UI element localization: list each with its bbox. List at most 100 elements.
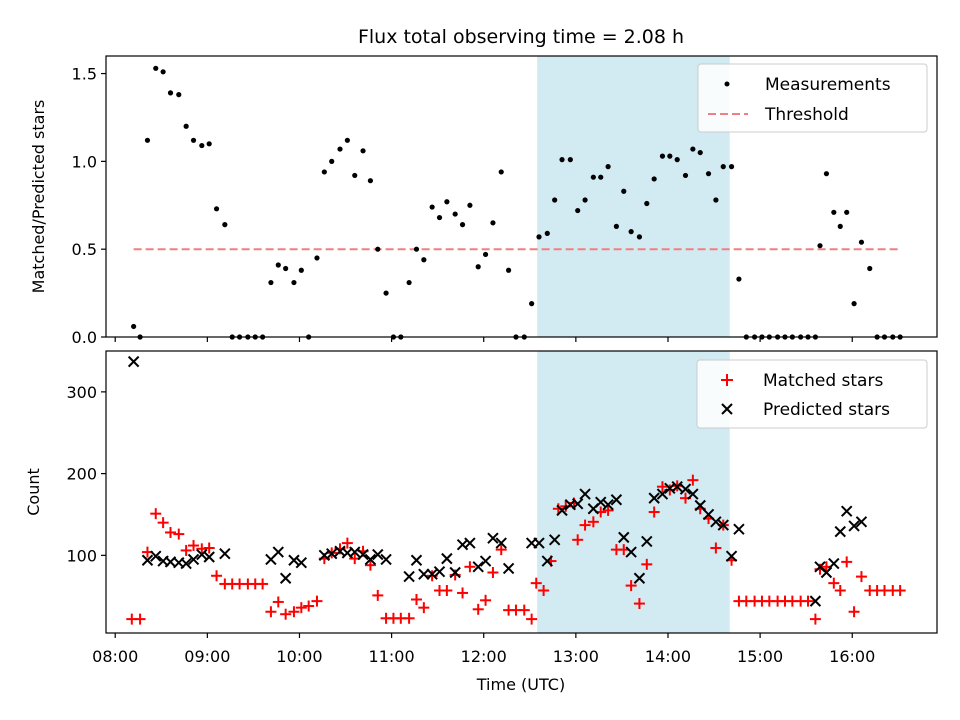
predicted-star-point xyxy=(141,554,154,566)
predicted-star-point xyxy=(349,546,361,558)
matched-star-point xyxy=(157,517,169,529)
predicted-star-point xyxy=(834,525,846,538)
predicted-star-point xyxy=(820,566,833,579)
predicted-star-point xyxy=(679,483,692,495)
matched-star-point xyxy=(257,578,269,590)
predicted-star-point xyxy=(127,355,140,368)
measurement-point xyxy=(575,207,581,214)
predicted-star-point xyxy=(279,572,292,584)
predicted-star-point xyxy=(710,516,722,528)
matched-star-point xyxy=(472,603,484,615)
bottom-y-ticks: 100 200 300 xyxy=(66,383,106,565)
matched-star-point xyxy=(894,584,906,596)
predicted-star-point xyxy=(495,537,507,549)
measurement-point xyxy=(352,172,358,179)
matched-star-point xyxy=(341,537,353,549)
predicted-star-point xyxy=(426,568,438,580)
matched-star-point xyxy=(418,602,430,614)
legend-threshold-label: Threshold xyxy=(764,105,849,125)
bottom-panel: 100 200 300 08:00 09:00 10:00 11:00 12:00 13:00… xyxy=(24,350,938,694)
measurement-point xyxy=(613,223,619,229)
top-legend: Measurements Threshold xyxy=(697,63,928,133)
predicted-star-point xyxy=(272,546,284,558)
top-panel: 0.0 0.5 1.0 1.5 Matched/Predicted stars Mea… xyxy=(29,55,938,347)
matched-star-point xyxy=(441,584,453,596)
matched-star-point xyxy=(834,584,846,596)
x-tick-label: 14:00 xyxy=(645,647,691,666)
measurement-point xyxy=(621,188,627,194)
measurement-point xyxy=(544,230,550,236)
predicted-star-point xyxy=(441,552,453,565)
bottom-legend: Matched stars Predicted stars xyxy=(696,359,928,429)
measurement-point xyxy=(421,257,427,263)
matched-star-point xyxy=(828,577,840,589)
measurement-point xyxy=(636,234,643,240)
predicted-star-point xyxy=(372,548,384,561)
x-tick-label: 16:00 xyxy=(829,647,875,666)
top-x-ticks xyxy=(114,337,853,342)
predicted-star-point xyxy=(464,537,476,549)
matched-star-point xyxy=(188,540,200,552)
measurement-point xyxy=(275,262,281,268)
legend-measurements-label: Measurements xyxy=(765,75,891,95)
measurement-point xyxy=(222,222,228,228)
predicted-star-point xyxy=(357,548,369,561)
measurement-point xyxy=(697,149,703,156)
measurement-point xyxy=(190,137,197,143)
measurement-point xyxy=(344,137,350,143)
measurement-point xyxy=(199,142,205,149)
measurement-point xyxy=(337,146,343,152)
measurement-point xyxy=(206,141,212,147)
matched-star-point xyxy=(265,606,277,618)
measurement-point xyxy=(628,229,634,235)
measurement-point xyxy=(360,148,366,154)
predicted-star-point xyxy=(610,494,623,506)
measurement-point xyxy=(406,279,412,286)
predicted-star-point xyxy=(694,499,706,512)
measurement-point xyxy=(375,246,381,252)
x-tick-label: 09:00 xyxy=(184,647,230,666)
predicted-star-point xyxy=(548,534,561,546)
predicted-star-point xyxy=(180,557,192,570)
legend-matched-marker xyxy=(721,374,733,386)
predicted-star-point xyxy=(541,555,554,567)
predicted-star-point xyxy=(433,565,446,578)
predicted-star-point xyxy=(219,548,231,560)
top-y-axis-label: Matched/Predicted stars xyxy=(29,100,48,294)
predicted-star-point xyxy=(288,554,300,566)
matched-star-point xyxy=(530,577,542,589)
measurement-point xyxy=(383,290,389,296)
predicted-star-point xyxy=(602,498,614,511)
matched-star-point xyxy=(487,567,499,579)
predicted-star-point xyxy=(595,496,607,508)
matched-star-point xyxy=(648,506,660,518)
predicted-star-point xyxy=(203,551,215,563)
matched-star-point xyxy=(495,544,507,556)
predicted-star-point xyxy=(196,548,208,561)
bottom-legend-box xyxy=(696,359,928,429)
predicted-star-point xyxy=(633,572,646,584)
measurement-point xyxy=(176,92,182,98)
matched-star-point xyxy=(288,606,300,618)
measurement-point xyxy=(506,267,512,273)
measurement-point xyxy=(844,209,850,215)
matched-star-point xyxy=(150,508,162,520)
measurement-point xyxy=(728,164,735,170)
y-tick-label: 1.5 xyxy=(72,65,97,84)
matched-star-point xyxy=(552,503,564,515)
measurement-point xyxy=(429,204,435,210)
measurement-point xyxy=(167,90,174,96)
measurement-point xyxy=(867,265,873,272)
measurement-point xyxy=(367,178,374,184)
predicted-star-point xyxy=(380,553,392,566)
matched-star-point xyxy=(403,612,415,624)
measurement-point xyxy=(498,169,504,175)
measurement-point xyxy=(467,202,473,208)
measurement-point xyxy=(651,176,657,182)
legend-measurements-marker xyxy=(724,81,730,87)
predicted-star-point xyxy=(579,488,591,500)
matched-star-point xyxy=(480,594,492,606)
matched-star-point xyxy=(164,526,176,538)
measurement-point xyxy=(160,69,166,75)
